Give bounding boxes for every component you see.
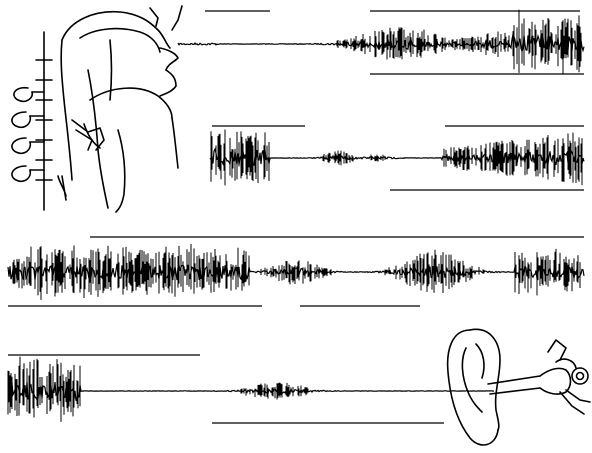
trace-3-baseline [7, 262, 585, 281]
trace-1-baseline [177, 32, 585, 53]
trace-2-baseline [209, 147, 585, 167]
trace-4-baseline [7, 381, 495, 401]
ear-illustration-icon [446, 328, 591, 446]
waveform-traces [7, 9, 585, 424]
vocal-tract-illustration-icon [11, 5, 183, 213]
